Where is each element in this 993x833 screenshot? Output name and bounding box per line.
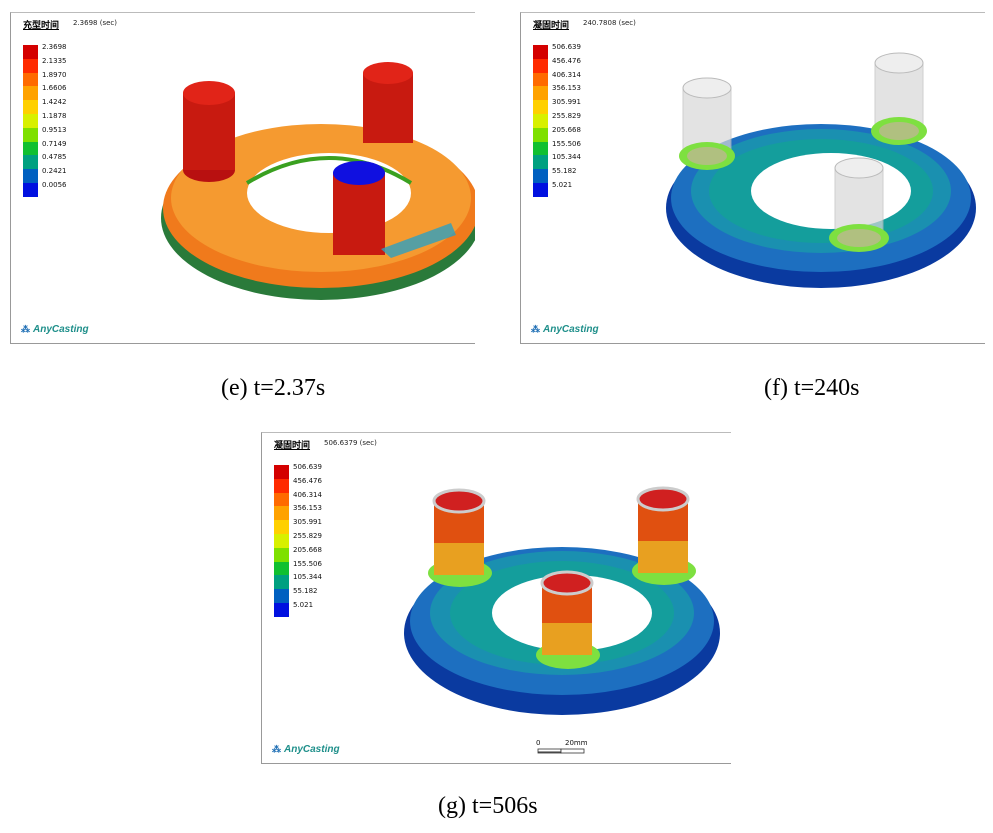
legend-tick: 0.7149 — [42, 139, 67, 148]
legend-tick: 5.021 — [293, 600, 314, 609]
legend-tick: 155.506 — [552, 139, 581, 148]
caption-e: (e) t=2.37s — [221, 375, 326, 401]
logo-icon: ⁂ — [21, 324, 30, 334]
legend-swatch — [533, 127, 548, 142]
legend-swatch — [23, 182, 38, 197]
legend-tick: 0.2421 — [42, 167, 67, 176]
legend-tick: 205.668 — [293, 545, 322, 554]
legend-tick: 255.829 — [293, 531, 322, 540]
legend-swatch — [23, 169, 38, 183]
legend-swatch — [23, 86, 38, 101]
legend-swatch — [274, 533, 289, 548]
legend-tick: 255.829 — [552, 111, 581, 120]
logo-icon: ⁂ — [272, 744, 281, 754]
anycasting-logo: ⁂ AnyCasting — [531, 324, 599, 335]
legend-swatch — [274, 478, 289, 493]
casting-render-e — [161, 62, 475, 300]
legend-swatch — [23, 45, 38, 59]
legend-tick: 1.4242 — [42, 98, 67, 107]
legend-tick: 406.314 — [293, 490, 322, 499]
logo-text: AnyCasting — [33, 324, 89, 335]
legend-tick: 0.9513 — [42, 125, 67, 134]
time-readout: 240.7808 (sec) — [583, 19, 636, 27]
legend-swatch — [274, 561, 289, 576]
logo-text: AnyCasting — [543, 324, 599, 335]
legend-swatch — [533, 113, 548, 128]
legend-swatch — [274, 575, 289, 590]
panel-title: 充型时间 — [23, 21, 60, 31]
legend-swatch — [23, 113, 38, 128]
casting-render-f — [666, 52, 976, 288]
legend-swatch — [274, 492, 289, 507]
legend-ticks: 506.639 456.476 406.314 356.153 305.991 … — [552, 41, 581, 193]
caption-f: (f) t=240s — [764, 375, 860, 401]
legend-tick: 2.1335 — [42, 56, 67, 65]
legend-tick: 1.1878 — [42, 111, 67, 120]
legend-swatch — [533, 86, 548, 101]
legend-swatch — [533, 141, 548, 156]
color-legend — [274, 465, 289, 617]
legend-tick: 0.0056 — [42, 180, 67, 189]
legend-swatch — [23, 58, 38, 73]
legend-tick: 305.991 — [552, 98, 581, 107]
color-legend — [23, 45, 38, 197]
legend-ticks: 506.639 456.476 406.314 356.153 305.991 … — [293, 461, 322, 613]
legend-tick: 205.668 — [552, 125, 581, 134]
anycasting-logo: ⁂ AnyCasting — [272, 744, 340, 755]
legend-swatch — [533, 72, 548, 87]
time-readout: 506.6379 (sec) — [324, 439, 377, 447]
legend-tick: 55.182 — [552, 167, 577, 176]
legend-ticks: 2.3698 2.1335 1.8970 1.6606 1.4242 1.187… — [42, 41, 67, 193]
legend-swatch — [274, 465, 289, 479]
panel-title: 凝固时间 — [533, 21, 570, 31]
legend-swatch — [23, 127, 38, 142]
legend-swatch — [533, 45, 548, 59]
legend-swatch — [533, 100, 548, 114]
anycasting-logo: ⁂ AnyCasting — [21, 324, 89, 335]
legend-swatch — [23, 100, 38, 114]
legend-swatch — [274, 520, 289, 534]
simulation-panel-g: 凝固时间 506.6379 (sec) 506.639 456.476 406.… — [261, 432, 731, 764]
legend-swatch — [274, 547, 289, 562]
casting-render-g — [404, 486, 720, 754]
legend-tick: 1.8970 — [42, 70, 67, 79]
legend-tick: 155.506 — [293, 559, 322, 568]
legend-swatch — [533, 155, 548, 170]
legend-tick: 356.153 — [293, 504, 322, 513]
legend-swatch — [533, 182, 548, 197]
simulation-panel-e: 充型时间 2.3698 (sec) 2.3698 2.1335 1.8970 1… — [10, 12, 475, 344]
legend-tick: 456.476 — [552, 56, 581, 65]
caption-g: (g) t=506s — [438, 793, 538, 819]
legend-swatch — [23, 72, 38, 87]
legend-tick: 5.021 — [552, 180, 573, 189]
panel-title: 凝固时间 — [274, 441, 311, 451]
legend-tick: 506.639 — [293, 463, 322, 471]
legend-tick: 356.153 — [552, 84, 581, 93]
legend-tick: 0.4785 — [42, 153, 67, 162]
legend-tick: 305.991 — [293, 518, 322, 527]
color-legend — [533, 45, 548, 197]
legend-tick: 456.476 — [293, 476, 322, 485]
logo-icon: ⁂ — [531, 324, 540, 334]
legend-tick: 406.314 — [552, 70, 581, 79]
legend-swatch — [23, 141, 38, 156]
logo-text: AnyCasting — [284, 744, 340, 755]
legend-tick: 506.639 — [552, 43, 581, 51]
time-readout: 2.3698 (sec) — [73, 19, 117, 27]
legend-tick: 2.3698 — [42, 43, 67, 51]
legend-tick: 1.6606 — [42, 84, 67, 93]
simulation-panel-f: 凝固时间 240.7808 (sec) 506.639 456.476 406.… — [520, 12, 985, 344]
legend-swatch — [274, 602, 289, 617]
legend-tick: 105.344 — [552, 153, 581, 162]
legend-tick: 55.182 — [293, 587, 318, 596]
legend-swatch — [533, 58, 548, 73]
legend-swatch — [274, 506, 289, 521]
scale-end-label: 20mm — [565, 739, 588, 747]
legend-tick: 105.344 — [293, 573, 322, 582]
legend-swatch — [23, 155, 38, 170]
legend-swatch — [274, 589, 289, 603]
scale-start-label: 0 — [536, 739, 541, 747]
legend-swatch — [533, 169, 548, 183]
